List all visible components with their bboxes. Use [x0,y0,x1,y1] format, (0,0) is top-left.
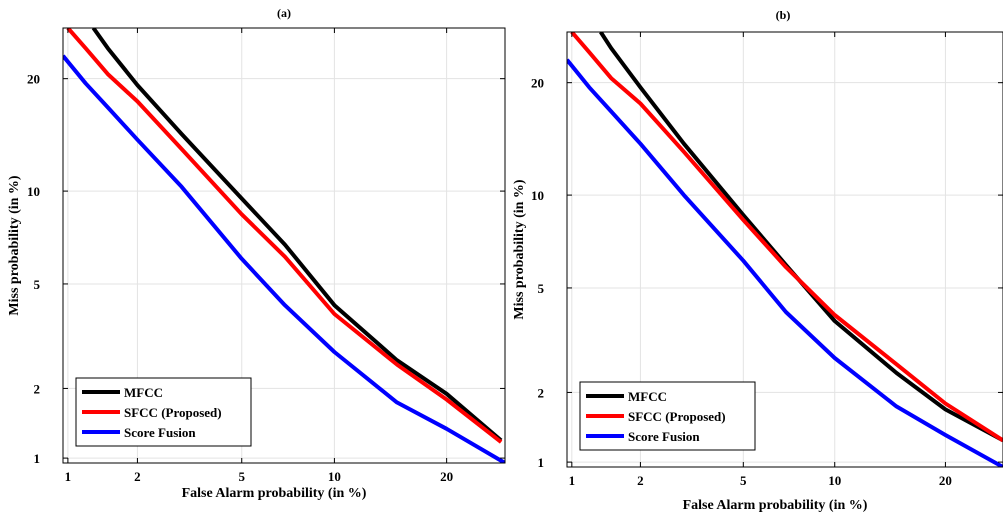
x-tick-label: 20 [440,469,453,484]
y-axis-label: Miss probability (in %) [7,175,22,315]
y-tick-label: 10 [531,188,544,203]
x-tick-label: 5 [238,469,245,484]
series-line-sfcc-proposed [570,32,1003,443]
y-axis-label: Miss probability (in %) [512,179,527,319]
y-tick-label: 5 [538,281,545,296]
y-tick-label: 2 [34,381,41,396]
y-tick-label: 10 [27,184,40,199]
plot-frame [566,31,1003,468]
legend-label-sfcc-proposed: SFCC (Proposed) [124,405,222,420]
x-tick-label: 1 [65,469,72,484]
series-line-score-fusion [63,54,505,463]
series-line-sfcc-proposed [66,28,503,444]
x-tick-label: 20 [939,473,952,488]
x-tick-label: 10 [828,473,841,488]
y-tick-label: 20 [531,76,544,91]
x-tick-label: 10 [328,469,341,484]
y-tick-label: 5 [34,277,41,292]
legend-label-score-fusion: Score Fusion [124,425,196,440]
x-tick-label: 1 [569,473,576,488]
plot-frame [62,27,506,464]
y-tick-label: 20 [27,72,40,87]
x-axis-label: False Alarm probability (in %) [182,486,367,501]
legend-label-sfcc-proposed: SFCC (Proposed) [628,409,726,424]
series-line-score-fusion [567,58,1003,467]
chart-panel-a: 1 2 5 10 20 1 2 5 10 20 (a) False Alarm probability… [7,6,506,501]
series-line-mfcc [91,28,503,442]
legend-label-score-fusion: Score Fusion [628,429,700,444]
chart-title: (a) [277,6,291,20]
x-tick-label: 5 [740,473,747,488]
legend: MFCC SFCC (Proposed) Score Fusion [579,381,756,451]
x-axis-label: False Alarm probability (in %) [683,498,868,513]
legend: MFCC SFCC (Proposed) Score Fusion [75,377,252,447]
y-tick-label: 1 [538,455,545,470]
series-line-mfcc [599,32,1003,443]
y-tick-label: 1 [34,451,41,466]
legend-label-mfcc: MFCC [628,389,667,404]
chart-panel-b: 1 2 5 10 20 1 2 5 10 20 (b) False Alarm probability… [512,8,1003,513]
x-tick-label: 2 [637,473,644,488]
chart-title: (b) [776,8,791,22]
x-tick-label: 2 [134,469,141,484]
y-tick-label: 2 [538,385,545,400]
legend-label-mfcc: MFCC [124,385,163,400]
